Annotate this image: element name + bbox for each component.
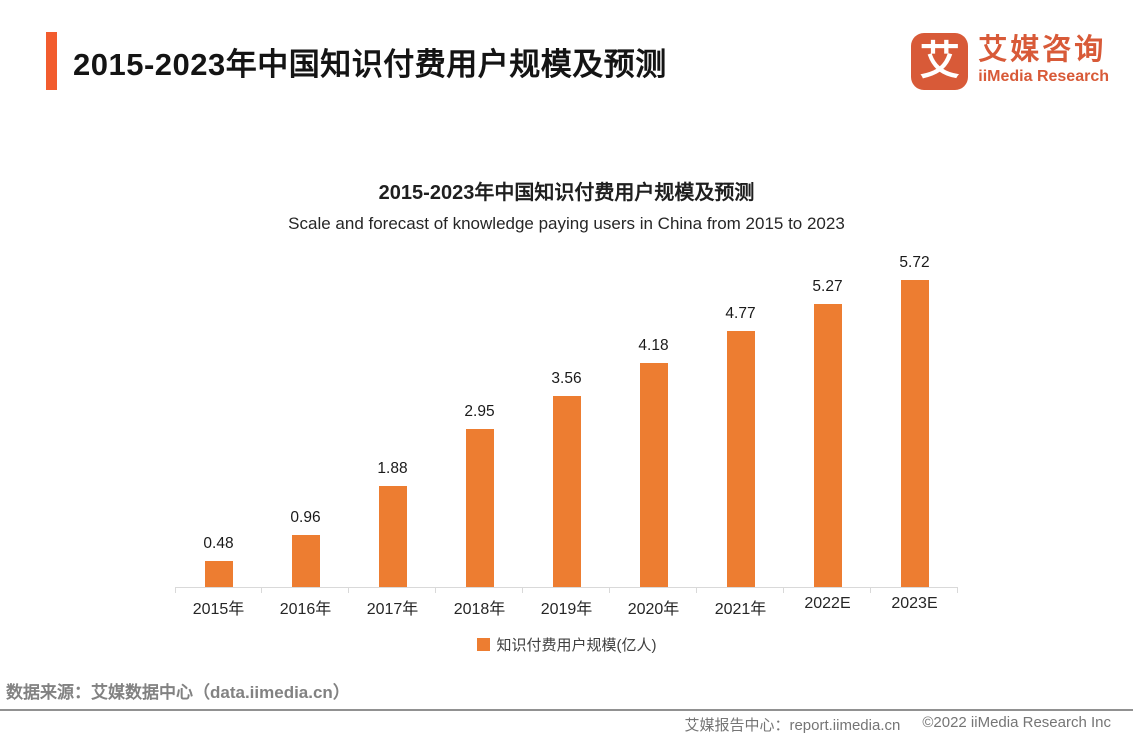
iimedia-logo-icon: 艾 xyxy=(911,32,969,90)
x-tick-label: 2019年 xyxy=(540,601,593,618)
x-tick-label: 2016年 xyxy=(279,601,332,618)
bar-column: 2.95 xyxy=(436,247,523,593)
x-tick-label: 2018年 xyxy=(453,601,506,618)
axis-tick xyxy=(696,587,697,593)
page-title: 2015-2023年中国知识付费用户规模及预测 xyxy=(73,46,667,82)
axis-tick xyxy=(609,587,610,593)
bar-value-label: 5.72 xyxy=(899,253,930,271)
bar-value-label: 4.18 xyxy=(638,336,669,354)
logo-name-cn: 艾媒咨询 xyxy=(978,34,1107,67)
bar xyxy=(639,362,668,587)
axis-tick xyxy=(783,587,784,593)
bar-value-label: 3.56 xyxy=(551,369,582,387)
x-tick-label: 2020年 xyxy=(627,601,680,618)
bar-column: 5.27 xyxy=(784,247,871,593)
axis-tick xyxy=(522,587,523,593)
chart-subtitle: Scale and forecast of knowledge paying u… xyxy=(288,214,845,233)
bar-column: 0.96 xyxy=(262,247,349,593)
legend-label: 知识付费用户规模(亿人) xyxy=(496,637,657,654)
bar-value-label: 2.95 xyxy=(464,402,495,420)
footer: 艾媒报告中心：report.iimedia.cn ©2022 iiMedia R… xyxy=(684,714,1111,735)
x-tick-label: 2017年 xyxy=(366,601,419,618)
bar xyxy=(291,535,320,587)
bar-column: 0.48 xyxy=(175,247,262,593)
bar xyxy=(378,486,407,587)
bar xyxy=(813,304,842,587)
x-tick-label: 2023E xyxy=(891,595,938,612)
bar-value-label: 1.88 xyxy=(377,460,408,478)
bar-column: 4.77 xyxy=(697,247,784,593)
chart-title: 2015-2023年中国知识付费用户规模及预测 xyxy=(378,182,755,204)
logo-name-en: iiMedia Research xyxy=(978,68,1109,86)
logo-text: 艾媒咨询 iiMedia Research xyxy=(978,35,1109,86)
bar-value-label: 0.48 xyxy=(203,535,234,553)
legend-swatch-icon xyxy=(476,638,490,651)
x-tick-label: 2021年 xyxy=(714,601,767,618)
header: 2015-2023年中国知识付费用户规模及预测 艾 艾媒咨询 iiMedia R… xyxy=(46,30,1109,92)
axis-tick xyxy=(435,587,436,593)
bar xyxy=(552,395,581,587)
axis-tick xyxy=(261,587,262,593)
bar xyxy=(726,330,755,587)
bar xyxy=(204,561,233,587)
x-tick-label: 2015年 xyxy=(192,601,245,618)
axis-tick xyxy=(870,587,871,593)
legend: 知识付费用户规模(亿人) xyxy=(0,634,1133,655)
chart-block: 2015-2023年中国知识付费用户规模及预测 Scale and foreca… xyxy=(0,180,1133,655)
accent-bar xyxy=(46,32,57,90)
x-axis-labels: 2015年 2016年 2017年 2018年 2019年 2020年 2021年 2022E… xyxy=(175,595,958,619)
axis-tick xyxy=(957,587,958,593)
plot-area: 0.48 0.96 1.88 2.95 3.56 4.18 4.77 5.27 5.72 xyxy=(175,247,958,593)
bar-column: 5.72 xyxy=(871,247,958,593)
x-tick-label: 2022E xyxy=(804,595,851,612)
data-source-note: 数据来源：艾媒数据中心（data.iimedia.cn） xyxy=(6,683,350,702)
bar-column: 4.18 xyxy=(610,247,697,593)
footer-divider xyxy=(0,709,1133,711)
bar-value-label: 4.77 xyxy=(725,304,756,322)
bar-value-label: 5.27 xyxy=(812,278,843,296)
axis-tick xyxy=(175,587,176,593)
copyright-text: ©2022 iiMedia Research Inc xyxy=(922,714,1111,731)
bar-value-label: 0.96 xyxy=(290,509,321,527)
bar xyxy=(900,279,929,587)
bar-column: 3.56 xyxy=(523,247,610,593)
bar-column: 1.88 xyxy=(349,247,436,593)
iimedia-logo: 艾 艾媒咨询 iiMedia Research xyxy=(911,32,1109,90)
axis-tick xyxy=(348,587,349,593)
bar xyxy=(465,428,494,587)
report-center-link: 艾媒报告中心：report.iimedia.cn xyxy=(684,717,901,734)
